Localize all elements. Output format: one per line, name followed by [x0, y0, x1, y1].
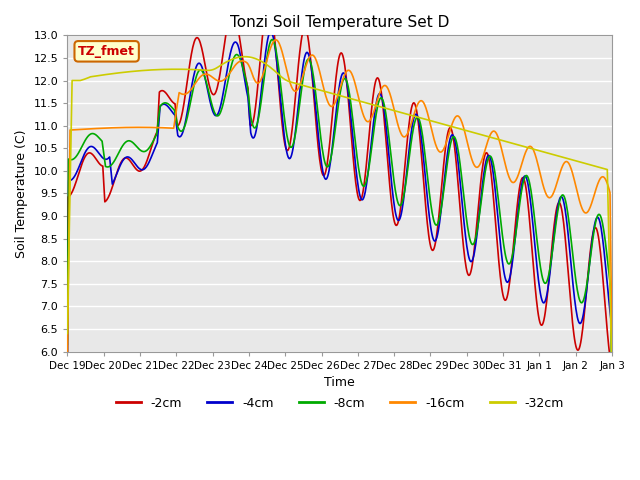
Y-axis label: Soil Temperature (C): Soil Temperature (C) — [15, 129, 28, 258]
X-axis label: Time: Time — [324, 376, 355, 389]
Legend: -2cm, -4cm, -8cm, -16cm, -32cm: -2cm, -4cm, -8cm, -16cm, -32cm — [111, 392, 569, 415]
Title: Tonzi Soil Temperature Set D: Tonzi Soil Temperature Set D — [230, 15, 449, 30]
Text: TZ_fmet: TZ_fmet — [78, 45, 135, 58]
